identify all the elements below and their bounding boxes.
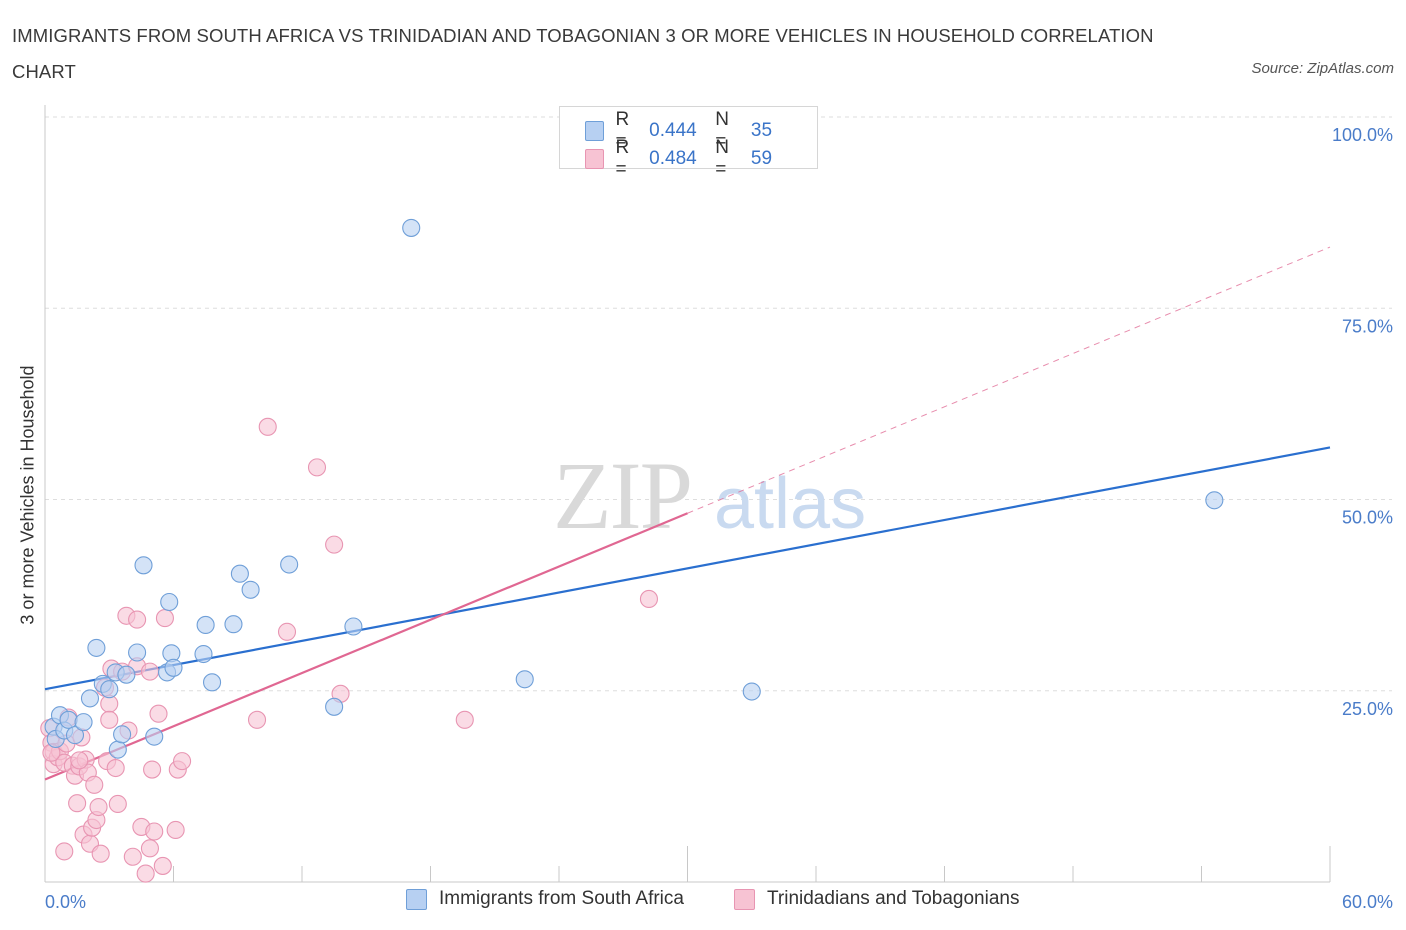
data-point-pink (639, 589, 659, 609)
legend-row-trinidad: R = 0.484 N = 59 (585, 137, 817, 180)
data-point-blue (113, 725, 132, 744)
data-point-pink (68, 794, 87, 813)
data-point-blue (164, 658, 183, 677)
points-layer (40, 218, 1224, 883)
watermark: ZIP atlas (553, 442, 866, 549)
data-point-pink (145, 822, 164, 841)
data-point-blue (87, 638, 106, 657)
data-point-blue (74, 713, 93, 732)
data-point-blue (145, 727, 164, 746)
trend-extension-pink (687, 246, 1331, 514)
y-tick-label: 50.0% (1342, 508, 1393, 528)
source-label: Source: ZipAtlas.com (1251, 60, 1394, 77)
data-point-pink (123, 847, 142, 866)
data-point-blue (196, 615, 215, 635)
x-tick-label: 0.0% (45, 892, 86, 912)
series-legend: Immigrants from South Africa Trinidadian… (0, 888, 1406, 916)
data-point-pink (140, 662, 159, 681)
data-point-pink (166, 820, 185, 840)
legend-label: Trinidadians and Tobagonians (767, 888, 1020, 909)
data-point-pink (155, 609, 174, 628)
y-tick-label: 75.0% (1342, 316, 1393, 336)
data-point-pink (149, 704, 168, 723)
data-point-pink (143, 760, 162, 779)
data-point-blue (194, 644, 213, 664)
trend-line-blue (44, 446, 1331, 691)
chart-title: IMMIGRANTS FROM SOUTH AFRICA VS TRINIDAD… (12, 25, 1154, 82)
data-point-pink (108, 794, 127, 814)
tick-label-layer: 25.0% 50.0% 75.0% 100.0% 0.0% 60.0% (45, 125, 1393, 912)
data-point-blue (325, 697, 344, 716)
data-point-blue (108, 740, 127, 759)
data-point-blue (1205, 491, 1224, 510)
data-point-blue (241, 580, 260, 599)
data-point-pink (325, 535, 344, 554)
data-point-pink (307, 458, 327, 477)
data-point-pink (136, 864, 155, 883)
watermark-zip: ZIP (553, 442, 691, 549)
data-point-blue (280, 555, 299, 574)
data-point-pink (258, 417, 277, 436)
data-point-blue (59, 710, 78, 729)
y-tick-label: 25.0% (1342, 699, 1393, 719)
data-point-blue (515, 670, 534, 689)
data-point-pink (128, 610, 147, 629)
data-point-blue (80, 689, 100, 708)
grid-layer (45, 116, 1392, 692)
r-value: 0.484 (649, 148, 697, 169)
n-value: 35 (750, 120, 773, 141)
data-point-blue (100, 680, 119, 699)
data-point-blue (402, 218, 421, 237)
correlation-legend: R = 0.444 N = 35 R = 0.484 N = 59 (559, 106, 818, 180)
legend-item-trinidad[interactable]: Trinidadians and Tobagonians (734, 888, 1019, 910)
legend-swatch-pink (585, 149, 604, 169)
data-point-blue (203, 673, 222, 692)
n-label: N = (715, 109, 729, 152)
data-point-blue (742, 682, 761, 701)
n-value: 59 (750, 148, 773, 169)
y-tick-label: 100.0% (1332, 125, 1393, 145)
data-point-pink (140, 839, 159, 858)
data-point-blue (160, 592, 179, 612)
data-point-blue (134, 556, 153, 575)
legend-row-south-africa: R = 0.444 N = 35 (585, 109, 817, 152)
data-point-pink (91, 844, 110, 863)
r-value: 0.444 (649, 120, 697, 141)
x-tick-label: 60.0% (1342, 892, 1393, 912)
r-label: R = (615, 109, 630, 152)
data-point-pink (247, 710, 267, 729)
data-point-pink (100, 710, 119, 729)
legend-item-south-africa[interactable]: Immigrants from South Africa (406, 888, 684, 910)
r-label: R = (615, 137, 630, 180)
data-point-pink (455, 710, 474, 729)
data-point-blue (344, 617, 363, 636)
n-label: N = (715, 137, 729, 180)
data-point-pink (55, 842, 74, 861)
data-point-blue (224, 615, 243, 634)
data-point-pink (173, 752, 192, 771)
legend-label: Immigrants from South Africa (439, 888, 684, 909)
trend-layer (44, 246, 1331, 781)
data-point-blue (117, 665, 136, 684)
data-point-pink (85, 775, 104, 794)
data-point-blue (230, 564, 249, 583)
watermark-atlas: atlas (714, 464, 866, 544)
data-point-pink (106, 758, 125, 778)
data-point-pink (277, 622, 297, 641)
legend-swatch-blue (585, 121, 604, 141)
data-point-pink (70, 751, 89, 770)
data-point-pink (89, 797, 108, 817)
data-point-blue (128, 643, 147, 662)
data-point-blue (65, 726, 85, 745)
legend-swatch-blue (406, 888, 427, 910)
legend-swatch-pink (734, 888, 755, 910)
data-point-pink (153, 856, 172, 875)
